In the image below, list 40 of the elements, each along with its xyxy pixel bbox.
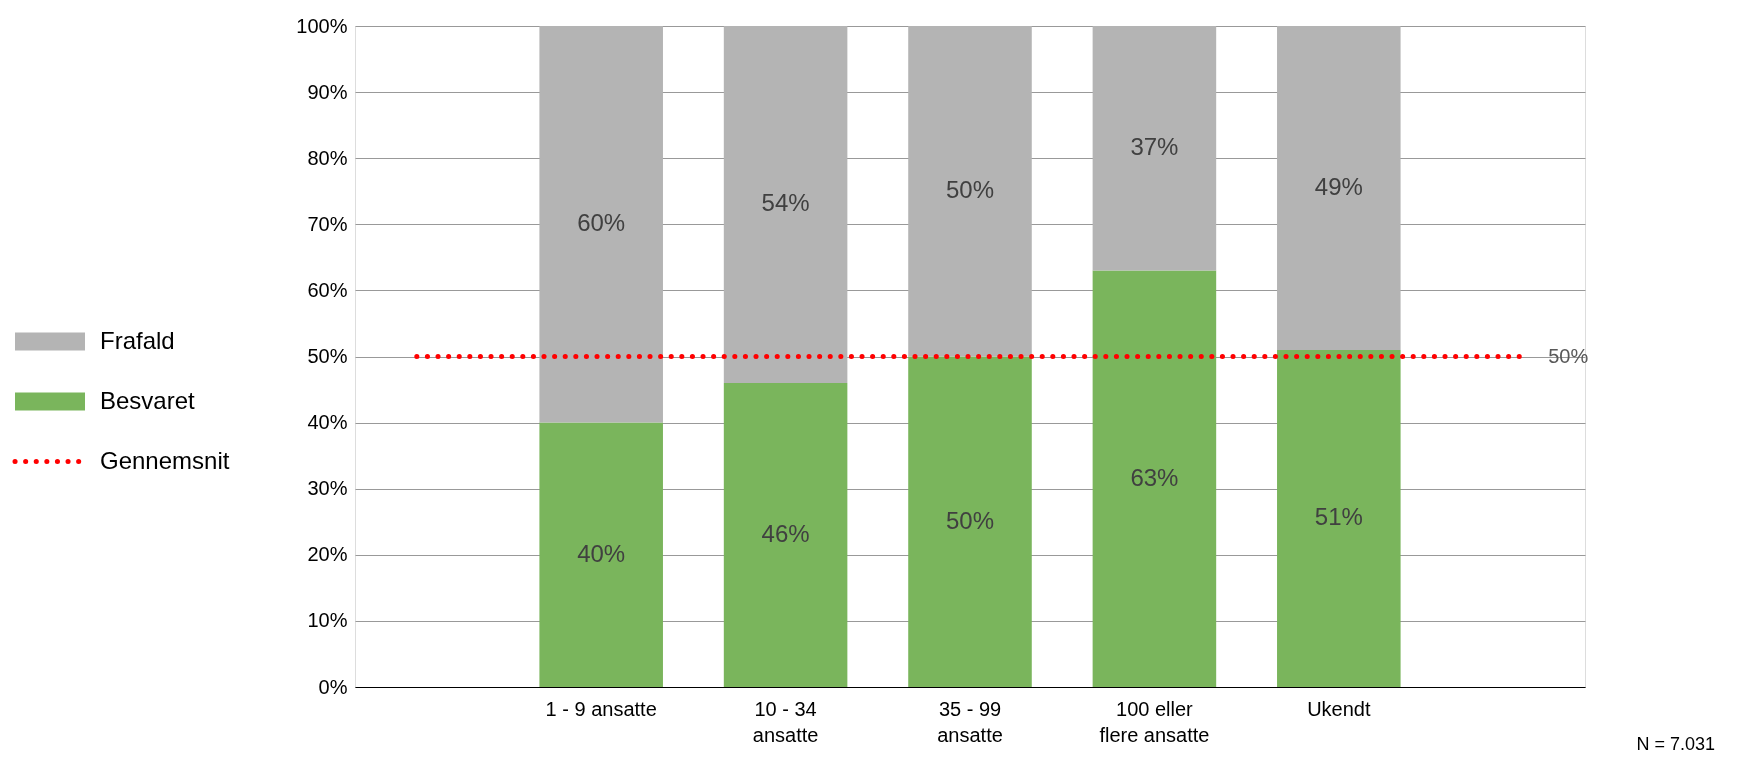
text: N = 7.031: [1636, 734, 1715, 754]
y-tick-label: 60%: [307, 278, 348, 301]
data-label: 51%: [1314, 503, 1363, 531]
data-label: 50%: [945, 506, 995, 534]
data-label: 63%: [1130, 463, 1179, 491]
y-tick-label: 90%: [307, 80, 348, 103]
data-label: 60%: [577, 209, 626, 237]
bar: [908, 356, 1032, 687]
bar: [723, 382, 848, 687]
legend-label: Frafald: [100, 326, 175, 354]
data-label: 49%: [1314, 172, 1363, 200]
data-label: 50%: [945, 176, 995, 204]
x-tick-label: 35 - 99 ansatte: [937, 697, 1003, 746]
y-tick-label: 30%: [307, 477, 348, 500]
bar: [1277, 349, 1401, 687]
y-tick-label: 10%: [307, 609, 348, 632]
bar: [1092, 26, 1217, 271]
bar: [1092, 270, 1217, 687]
x-tick-label: 1 - 9 ansatte: [545, 697, 657, 720]
x-tick-label: Ukendt: [1307, 697, 1371, 720]
x-tick-label: 100 eller flere ansatte: [1099, 697, 1210, 746]
y-tick-label: 100%: [296, 14, 348, 37]
y-tick-label: 40%: [307, 411, 348, 434]
data-label: 37%: [1130, 133, 1179, 161]
legend-label: Besvaret: [100, 386, 196, 414]
y-tick-label: 50%: [307, 345, 348, 367]
y-tick-label: 80%: [307, 146, 348, 169]
data-label: 40%: [577, 539, 626, 567]
bar: [908, 26, 1032, 357]
bar: [723, 26, 848, 383]
y-tick-label: 0%: [318, 675, 348, 698]
bar: [1277, 26, 1401, 350]
x-tick-label: 10 - 34 ansatte: [752, 697, 819, 746]
data-label: 54%: [761, 189, 810, 217]
y-tick-label: 70%: [307, 212, 348, 235]
y-tick-label: 20%: [307, 543, 348, 566]
legend-label: Gennemsnit: [100, 446, 230, 474]
bar: [539, 422, 663, 687]
data-label: 46%: [761, 519, 810, 547]
bar: [539, 26, 663, 423]
